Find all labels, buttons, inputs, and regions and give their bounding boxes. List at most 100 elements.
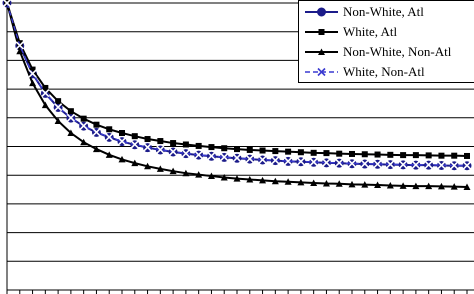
marker: [118, 155, 126, 163]
marker: [450, 183, 458, 190]
marker: [2, 0, 12, 8]
marker: [322, 158, 331, 167]
marker: [93, 121, 100, 128]
marker: [317, 67, 326, 77]
marker: [156, 165, 164, 172]
marker: [208, 144, 215, 151]
marker: [258, 155, 267, 164]
marker: [55, 98, 62, 105]
legend-label: Non-White, Atl: [343, 4, 424, 19]
marker: [374, 181, 382, 188]
marker: [272, 148, 279, 155]
legend-label: White, Atl: [343, 24, 398, 39]
marker: [54, 103, 63, 112]
marker: [450, 161, 459, 170]
marker: [399, 160, 408, 169]
marker: [131, 133, 138, 140]
marker: [285, 148, 292, 155]
marker: [169, 147, 178, 156]
series: [2, 0, 472, 170]
marker: [92, 145, 100, 153]
marker: [221, 145, 228, 152]
marker: [92, 128, 101, 137]
marker: [297, 178, 305, 186]
marker: [130, 140, 139, 149]
marker: [361, 151, 368, 158]
marker: [194, 150, 203, 159]
marker: [66, 113, 75, 122]
marker: [464, 152, 470, 159]
marker: [246, 146, 253, 153]
marker: [323, 150, 330, 157]
marker: [80, 138, 88, 146]
marker: [296, 157, 305, 166]
marker: [463, 183, 471, 190]
marker: [271, 156, 280, 165]
marker: [373, 159, 382, 169]
marker: [169, 167, 177, 175]
marker: [412, 182, 420, 190]
marker: [131, 159, 139, 167]
marker: [105, 151, 113, 158]
marker: [143, 143, 152, 152]
marker: [54, 117, 62, 124]
marker: [317, 7, 326, 17]
marker: [374, 151, 381, 158]
marker: [182, 169, 190, 177]
marker: [386, 182, 394, 189]
marker: [195, 142, 202, 149]
marker: [16, 47, 24, 55]
marker: [451, 152, 458, 159]
marker: [259, 147, 266, 154]
marker: [182, 141, 189, 148]
marker: [233, 175, 241, 182]
marker: [245, 154, 254, 163]
marker: [400, 152, 407, 159]
legend-label: White, Non-Atl: [343, 64, 425, 79]
marker: [41, 89, 50, 98]
marker: [438, 152, 445, 159]
marker: [425, 182, 433, 190]
marker: [318, 48, 325, 55]
marker: [144, 136, 151, 143]
marker: [361, 181, 369, 188]
marker: [322, 180, 330, 187]
marker: [349, 150, 355, 157]
marker: [119, 130, 125, 137]
marker: [284, 157, 293, 166]
marker: [462, 161, 472, 170]
series: [3, 0, 471, 190]
marker: [67, 108, 74, 115]
marker: [105, 132, 114, 142]
marker: [271, 177, 279, 185]
marker: [220, 173, 228, 181]
marker: [156, 145, 165, 154]
marker: [28, 69, 37, 78]
marker: [207, 151, 216, 161]
marker: [310, 179, 318, 186]
marker: [297, 149, 304, 156]
marker: [411, 160, 420, 169]
marker: [232, 153, 242, 163]
marker: [234, 146, 240, 153]
marker: [157, 138, 164, 145]
marker: [80, 115, 87, 122]
marker: [207, 172, 215, 180]
marker: [284, 178, 292, 185]
marker: [437, 161, 446, 170]
marker: [195, 171, 203, 178]
marker: [181, 149, 190, 158]
marker: [15, 41, 24, 50]
marker: [387, 151, 394, 158]
marker: [144, 162, 152, 170]
marker: [29, 79, 37, 87]
marker: [412, 152, 419, 159]
marker: [259, 176, 267, 184]
legend: Non-White, Atl White, Atl Non-White, Non-A…: [298, 0, 474, 83]
marker: [335, 180, 343, 187]
marker: [310, 149, 317, 156]
marker: [399, 182, 407, 189]
legend-label: Non-White, Non-Atl: [343, 44, 452, 59]
marker: [437, 182, 445, 190]
marker: [79, 121, 88, 130]
